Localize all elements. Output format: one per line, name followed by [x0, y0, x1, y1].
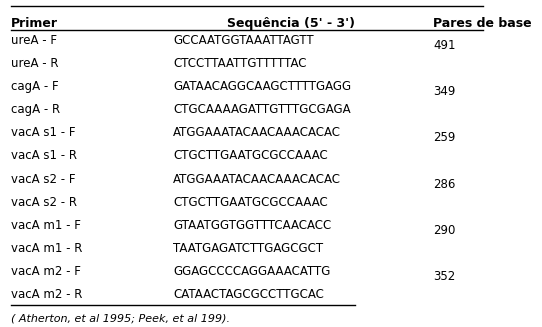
Text: ATGGAAATACAACAAACACAC: ATGGAAATACAACAAACACAC [173, 173, 341, 186]
Text: vacA m1 - F: vacA m1 - F [11, 219, 81, 232]
Text: CATAACTAGCGCCTTGCAC: CATAACTAGCGCCTTGCAC [173, 288, 324, 301]
Text: vacA s1 - R: vacA s1 - R [11, 149, 77, 163]
Text: ( Atherton, et al 1995; Peek, et al 199).: ( Atherton, et al 1995; Peek, et al 199)… [11, 314, 230, 323]
Text: 349: 349 [434, 85, 456, 98]
Text: Sequência (5' - 3'): Sequência (5' - 3') [227, 17, 355, 30]
Text: vacA m1 - R: vacA m1 - R [11, 242, 82, 255]
Text: vacA s2 - F: vacA s2 - F [11, 173, 76, 186]
Text: TAATGAGATCTTGAGCGCT: TAATGAGATCTTGAGCGCT [173, 242, 324, 255]
Text: 491: 491 [434, 39, 456, 52]
Text: ureA - R: ureA - R [11, 57, 59, 70]
Text: GGAGCCCCAGGAAACATTG: GGAGCCCCAGGAAACATTG [173, 265, 331, 278]
Text: vacA s1 - F: vacA s1 - F [11, 126, 76, 139]
Text: CTGCTTGAATGCGCCAAAC: CTGCTTGAATGCGCCAAAC [173, 196, 328, 209]
Text: CTGCTTGAATGCGCCAAAC: CTGCTTGAATGCGCCAAAC [173, 149, 328, 163]
Text: 259: 259 [434, 131, 456, 144]
Text: Pares de base: Pares de base [434, 17, 532, 30]
Text: cagA - F: cagA - F [11, 80, 59, 93]
Text: cagA - R: cagA - R [11, 103, 60, 116]
Text: CTGCAAAAGATTGTTTGCGAGA: CTGCAAAAGATTGTTTGCGAGA [173, 103, 351, 116]
Text: GCCAATGGTAAATTAGTT: GCCAATGGTAAATTAGTT [173, 34, 314, 46]
Text: 286: 286 [434, 178, 456, 191]
Text: vacA s2 - R: vacA s2 - R [11, 196, 77, 209]
Text: ureA - F: ureA - F [11, 34, 57, 46]
Text: 352: 352 [434, 270, 456, 283]
Text: vacA m2 - F: vacA m2 - F [11, 265, 81, 278]
Text: GTAATGGTGGTTTCAACACC: GTAATGGTGGTTTCAACACC [173, 219, 332, 232]
Text: GATAACAGGCAAGCTTTTGAGG: GATAACAGGCAAGCTTTTGAGG [173, 80, 351, 93]
Text: vacA m2 - R: vacA m2 - R [11, 288, 82, 301]
Text: 290: 290 [434, 224, 456, 237]
Text: Primer: Primer [11, 17, 58, 30]
Text: ATGGAAATACAACAAACACAC: ATGGAAATACAACAAACACAC [173, 126, 341, 139]
Text: CTCCTTAATTGTTTTTAC: CTCCTTAATTGTTTTTAC [173, 57, 307, 70]
